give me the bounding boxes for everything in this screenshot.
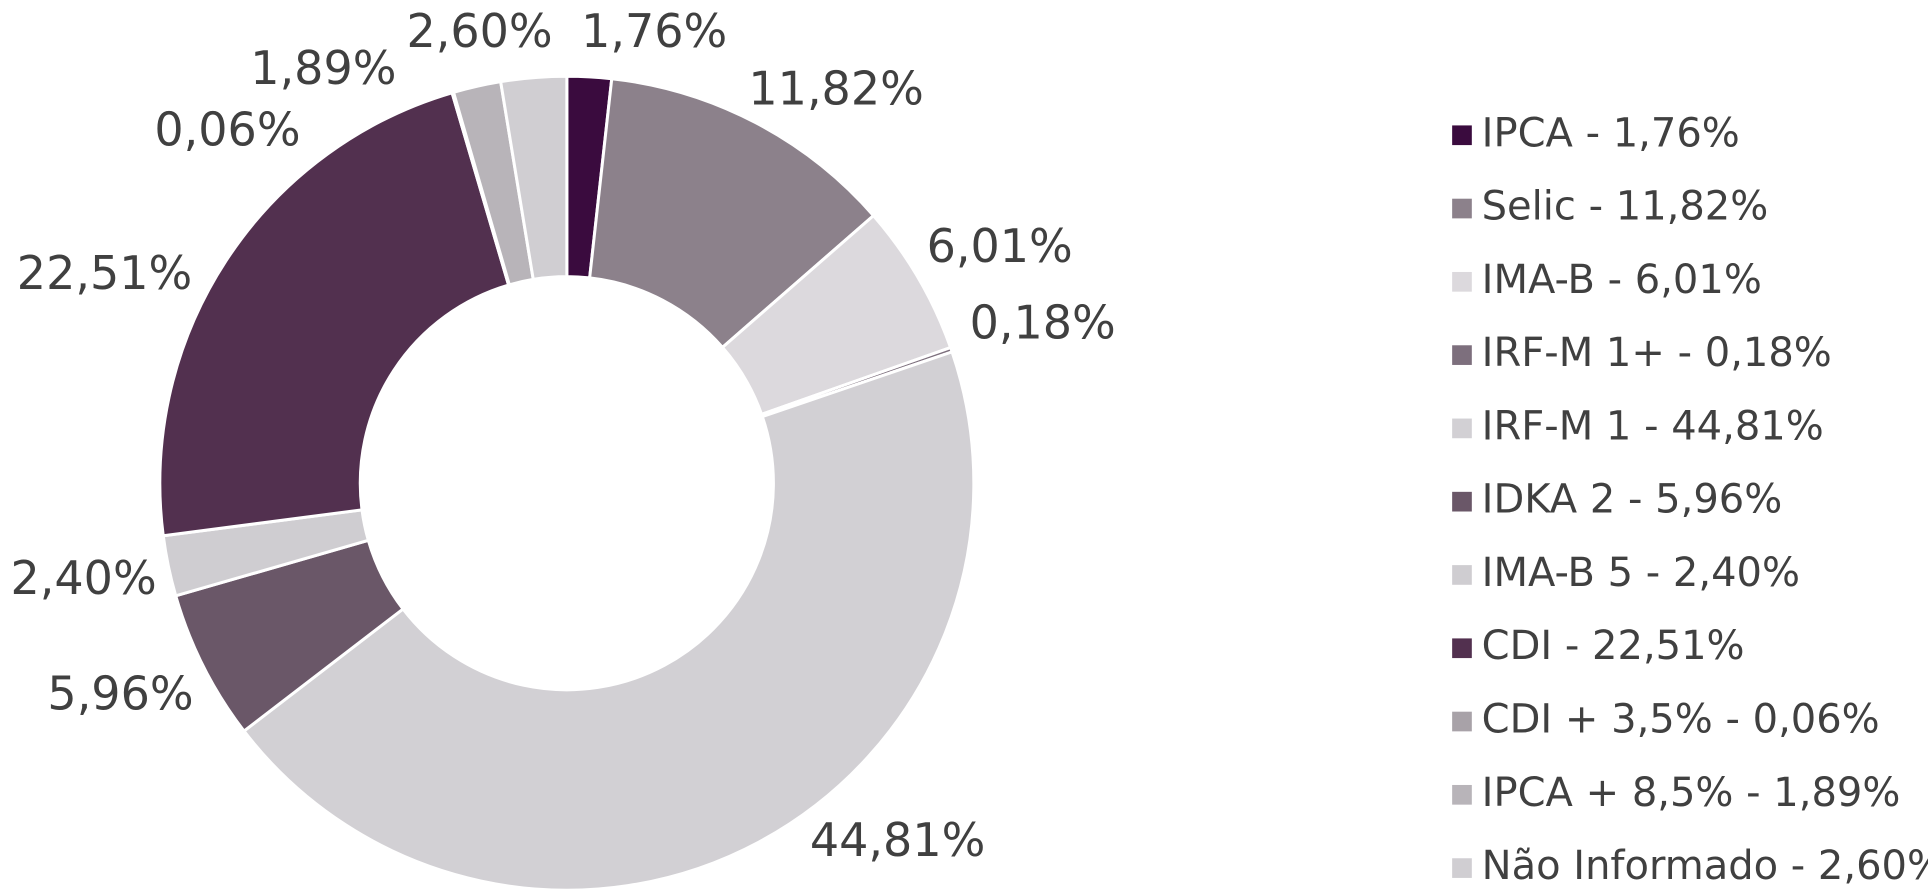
data-label: 1,76% [581, 4, 727, 58]
legend-label: Selic - 11,82% [1482, 184, 1769, 230]
donut-slice [498, 74, 569, 282]
data-label: 5,96% [47, 667, 193, 721]
legend-swatch [1452, 711, 1472, 732]
legend-label: IRF-M 1 - 44,81% [1482, 403, 1824, 449]
legend-label: IPCA + 8,5% - 1,89% [1482, 770, 1901, 816]
legend-swatch [1452, 565, 1472, 585]
legend-swatch [1452, 198, 1472, 219]
data-label: 2,40% [11, 551, 157, 605]
data-label: 2,60% [406, 4, 552, 58]
legend-swatch [1452, 638, 1472, 659]
donut-slice [158, 90, 511, 538]
legend-label: CDI + 3,5% - 0,06% [1482, 697, 1880, 743]
donut-slice [587, 77, 876, 350]
legend-label: IRF-M 1+ - 0,18% [1482, 330, 1832, 376]
legend-swatch [1452, 125, 1472, 146]
donut-slice [241, 349, 976, 891]
legend-label: IMA-B 5 - 2,40% [1482, 550, 1800, 596]
data-label: 11,82% [748, 62, 923, 116]
data-label: 0,18% [970, 295, 1116, 349]
legend-swatch [1452, 491, 1472, 512]
data-label: 6,01% [927, 219, 1073, 273]
legend-swatch [1452, 418, 1472, 439]
legend-label: IMA-B - 6,01% [1482, 257, 1762, 303]
data-label: 22,51% [17, 246, 192, 300]
legend-label: IDKA 2 - 5,96% [1482, 477, 1783, 523]
data-label: 0,06% [154, 102, 300, 156]
data-label: 44,81% [810, 813, 985, 867]
legend-label: IPCA - 1,76% [1482, 110, 1740, 156]
data-label: 1,89% [250, 41, 396, 95]
legend-swatch [1452, 784, 1472, 805]
legend-label: Não Informado - 2,60% [1482, 843, 1928, 889]
legend-label: CDI - 22,51% [1482, 623, 1745, 669]
legend-swatch [1452, 271, 1472, 292]
legend-swatch [1452, 345, 1472, 365]
legend-swatch [1452, 858, 1472, 878]
